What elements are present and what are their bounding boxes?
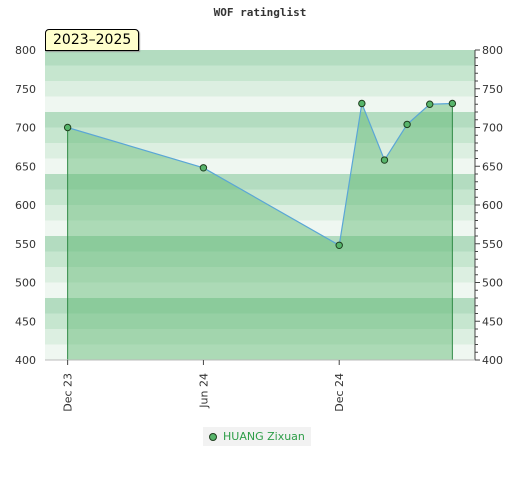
legend[interactable]: HUANG Zixuan: [203, 427, 311, 446]
data-point[interactable]: [380, 156, 389, 164]
y-tick-label-right: 400: [482, 354, 503, 367]
series-line: [67, 101, 453, 247]
y-tick-label-left: 750: [15, 83, 36, 96]
background-bands: [45, 50, 475, 361]
y-tick-label-right: 700: [482, 122, 503, 135]
y-tick-label-right: 600: [482, 199, 503, 212]
background-band: [45, 236, 475, 252]
background-band: [45, 344, 475, 361]
y-tick-label-left: 400: [15, 354, 36, 367]
background-band: [45, 189, 475, 206]
data-point[interactable]: [426, 100, 434, 108]
y-tick-label-right: 500: [482, 277, 503, 290]
y-tick-label-right: 800: [482, 44, 503, 57]
data-point[interactable]: [403, 120, 411, 129]
background-band: [45, 112, 475, 128]
x-tick-label: Dec 23: [62, 373, 75, 412]
background-band: [45, 50, 475, 66]
background-band: [45, 174, 475, 190]
background-band: [45, 143, 475, 159]
background-band: [45, 329, 475, 345]
data-point[interactable]: [199, 164, 208, 172]
data-point[interactable]: [63, 123, 72, 132]
series-markers: [63, 99, 457, 250]
background-band: [45, 313, 475, 330]
background-band: [45, 298, 475, 314]
y-tick-label-right: 450: [482, 315, 503, 328]
y-tick-label-right: 750: [482, 83, 503, 96]
background-band: [45, 96, 475, 113]
y-tick-label-left: 700: [15, 122, 36, 135]
legend-label: HUANG Zixuan: [223, 430, 305, 443]
y-tick-label-right: 650: [482, 160, 503, 173]
data-point[interactable]: [335, 241, 343, 250]
y-tick-label-left: 450: [15, 315, 36, 328]
data-point[interactable]: [358, 99, 366, 108]
y-tick-label-right: 550: [482, 238, 503, 251]
background-band: [45, 282, 475, 299]
y-tick-label-left: 800: [15, 44, 36, 57]
series-area: [67, 101, 453, 360]
legend-marker: [209, 432, 217, 441]
y-tick-label-left: 600: [15, 199, 36, 212]
background-band: [45, 127, 475, 144]
background-band: [45, 158, 475, 175]
background-band: [45, 205, 475, 221]
series-fill: [67, 103, 453, 360]
background-band: [45, 251, 475, 268]
x-tick-label: Jun 24: [197, 373, 210, 409]
background-band: [45, 267, 475, 283]
background-band: [45, 220, 475, 237]
chart-title: WOF ratinglist: [214, 6, 307, 19]
data-point[interactable]: [448, 99, 457, 108]
background-band: [45, 81, 475, 97]
period-badge: 2023–2025: [45, 29, 140, 51]
background-band: [45, 65, 475, 82]
y-tick-label-left: 650: [15, 160, 36, 173]
y-tick-label-left: 500: [15, 277, 36, 290]
vertical-drop-lines: [67, 103, 453, 360]
x-tick-label: Dec 24: [333, 373, 346, 412]
y-tick-label-left: 550: [15, 238, 36, 251]
axes: 400 400 450 450 500 500 550 550 600 600 650 650 700 7…: [15, 44, 503, 412]
